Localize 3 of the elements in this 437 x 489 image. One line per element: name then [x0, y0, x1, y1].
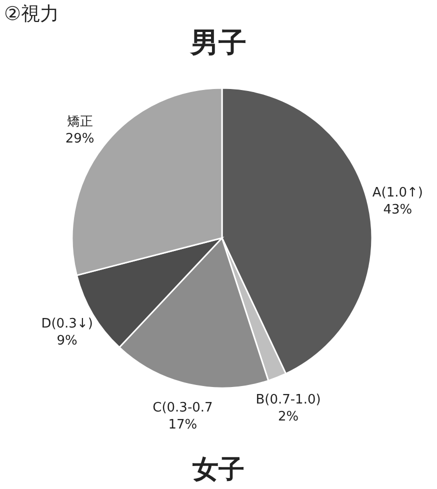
text: 女子: [192, 455, 244, 485]
chart-title: ②視力: [4, 3, 60, 25]
chart-subtitle: 男子: [190, 26, 246, 59]
